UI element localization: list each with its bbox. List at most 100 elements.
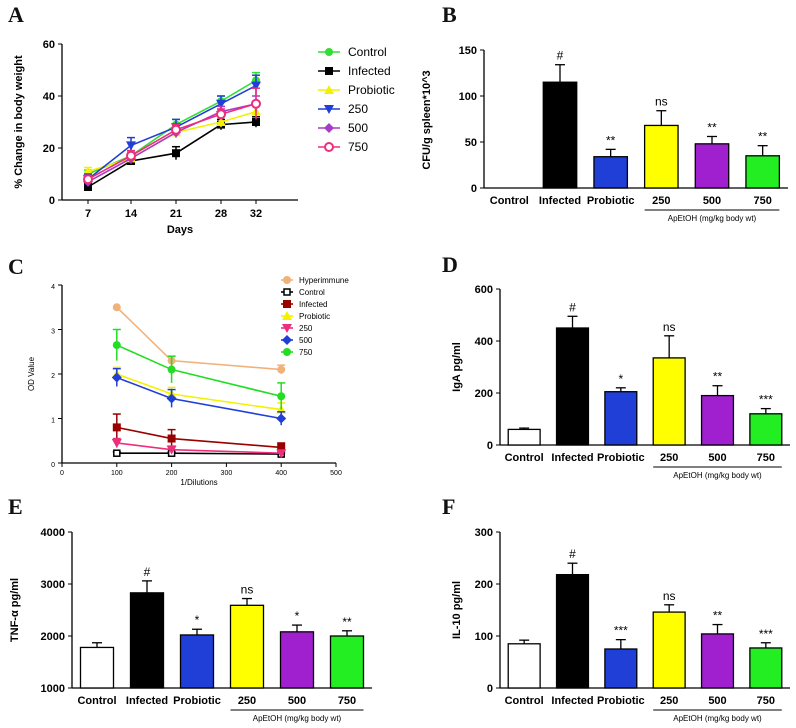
series-line	[116, 442, 282, 455]
significance-label: *	[195, 613, 200, 627]
category-label: 500	[708, 695, 726, 707]
panel-label: E	[8, 494, 23, 519]
x-tick-label: 32	[250, 208, 262, 220]
x-axis-label: 1/Dilutions	[180, 478, 217, 487]
bar-group-250: ns 250	[652, 589, 686, 707]
data-point	[112, 341, 121, 350]
data-point	[252, 118, 260, 126]
series-infected	[112, 413, 286, 452]
data-point	[216, 109, 226, 120]
panel-f: F 0 100 200 300 IL-10 pg/ml Control # Infected **…	[442, 494, 790, 723]
y-axis-label: IL-10 pg/ml	[451, 581, 463, 639]
bar	[555, 573, 590, 689]
bar-group-probiotic: * Probiotic	[173, 613, 221, 707]
significance-label: **	[342, 615, 352, 629]
y-axis-label: % Change in body weight	[13, 55, 25, 189]
category-label: 250	[660, 452, 678, 464]
data-point	[172, 149, 180, 158]
dose-bracket-label: ApEtOH (mg/kg body wt)	[673, 714, 762, 723]
bar-group-250: ns 250	[229, 583, 265, 707]
significance-label: ***	[759, 393, 773, 407]
category-label: Infected	[551, 452, 593, 464]
bar-group-500: ** 500	[694, 120, 730, 207]
data-point	[216, 99, 226, 109]
category-label: 500	[288, 695, 306, 707]
legend-label: 500	[299, 336, 313, 345]
bar-group-250: ns 250	[652, 320, 686, 464]
series-hyperimmune	[112, 303, 286, 374]
bar-group-control: Control	[77, 642, 117, 707]
significance-label: **	[713, 609, 723, 623]
data-point	[167, 434, 176, 443]
bar-group-500: ** 500	[700, 609, 735, 707]
data-point	[112, 423, 121, 432]
x-tick-label: 200	[166, 470, 178, 477]
category-label: Control	[77, 695, 116, 707]
category-label: 250	[652, 195, 670, 207]
panel-e: E 1000 2000 3000 4000 TNF-α pg/ml Control # Infe…	[8, 494, 372, 723]
bar	[694, 143, 730, 189]
data-point	[251, 81, 261, 91]
series-750	[83, 87, 261, 185]
legend: Hyperimmune Control Infected Probiotic 250 50…	[281, 276, 349, 357]
legend-marker	[325, 48, 333, 56]
bar-group-infected: # Infected	[126, 565, 168, 707]
category-label: Infected	[551, 695, 593, 707]
y-tick-label: 1	[51, 418, 55, 425]
bar	[643, 124, 679, 189]
legend-marker	[324, 105, 334, 114]
bar	[652, 357, 686, 446]
y-tick-label: 50	[465, 137, 477, 149]
data-point	[171, 124, 181, 135]
panel-d: D 0 200 400 600 IgA pg/ml Control # Infected * Pro…	[442, 252, 790, 480]
bar-group-control: Control	[490, 195, 529, 207]
significance-label: #	[144, 565, 151, 579]
x-tick-label: 14	[125, 208, 138, 220]
data-point	[111, 372, 122, 383]
x-tick-label: 100	[111, 470, 123, 477]
x-tick-label: 400	[275, 470, 287, 477]
category-label: 750	[753, 195, 771, 207]
legend-label: Control	[299, 288, 325, 297]
category-label: Probiotic	[173, 695, 221, 707]
y-tick-label: 400	[475, 336, 493, 348]
y-tick-label: 600	[475, 284, 493, 296]
y-tick-label: 150	[459, 45, 477, 57]
y-tick-label: 100	[475, 631, 493, 643]
bar	[329, 635, 365, 689]
data-point	[166, 445, 177, 455]
bar	[745, 155, 781, 189]
significance-label: ns	[241, 583, 254, 597]
category-label: 250	[660, 695, 678, 707]
panel-label: F	[442, 494, 455, 519]
legend-marker	[282, 335, 292, 345]
data-point	[277, 365, 286, 374]
category-label: 750	[757, 695, 775, 707]
x-tick-label: 21	[170, 208, 182, 220]
y-tick-label: 0	[487, 440, 493, 452]
y-tick-label: 3	[51, 329, 55, 336]
significance-label: ns	[663, 320, 676, 334]
series-500	[111, 367, 287, 426]
y-tick-label: 20	[43, 143, 55, 155]
data-point	[112, 303, 121, 312]
bar	[179, 634, 215, 689]
y-axis-label: TNF-α pg/ml	[9, 578, 21, 642]
y-tick-label: 4	[51, 284, 55, 291]
bar-group-250: ns 250	[643, 95, 679, 207]
significance-label: #	[557, 49, 564, 63]
legend-marker	[283, 276, 291, 284]
dose-bracket-label: ApEtOH (mg/kg body wt)	[668, 214, 757, 223]
bar	[652, 611, 686, 689]
legend-label: Infected	[299, 300, 327, 309]
y-tick-label: 0	[487, 683, 493, 695]
significance-label: ns	[663, 589, 676, 603]
panel-label: A	[8, 2, 24, 27]
bar-group-control: Control	[505, 639, 544, 707]
significance-label: **	[606, 133, 616, 147]
bar-group-probiotic: * Probiotic	[597, 372, 645, 464]
legend-label: 250	[348, 102, 368, 116]
legend-label: 750	[348, 140, 368, 154]
y-tick-label: 200	[475, 388, 493, 400]
data-point	[83, 174, 93, 185]
